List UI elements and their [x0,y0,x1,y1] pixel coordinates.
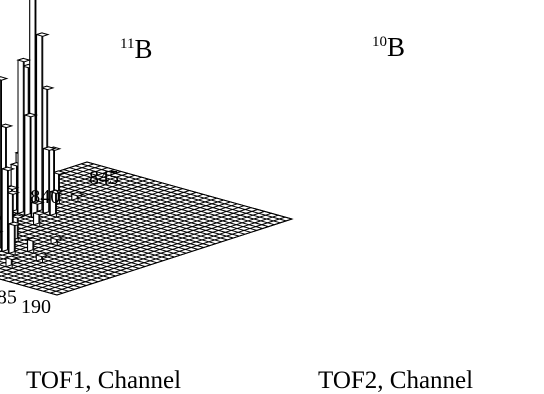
histogram-bar [0,230,4,233]
bar-side-face [1,166,8,253]
histogram-bar [31,210,47,228]
bar-side-face [17,57,24,215]
grid-line-tof2 [28,180,234,239]
grid-line-tof2 [0,215,163,262]
grid-line-tof2 [0,278,58,296]
grid-line-tof2 [0,275,64,294]
bar-side-face [36,32,43,213]
tof1-tick-labels: 190185180175170165160 [0,287,51,319]
grid-line-tof2 [57,171,263,229]
grid-line-tof2 [69,167,275,226]
peak-label-11b-sup: 11 [120,36,134,52]
grid-line-tof2 [86,161,293,220]
x-axis-title: TOF1, Channel [26,367,181,394]
tof2-tick-labels: 825830835840845 [0,167,119,227]
histogram-bar [25,237,41,254]
bar-side-face [8,221,15,255]
peak-label-10b-text: B [387,32,405,62]
grid-line-tof1 [0,167,108,203]
bar-top-face [7,221,23,227]
histogram-bar [4,255,20,270]
bar-top-face [48,189,64,195]
tof2-tick-label: 845 [89,167,119,189]
histogram-bars [0,0,86,270]
grid-line-tof2 [80,163,287,222]
grid-line-tof2 [51,172,257,231]
bar-top-face [23,112,39,118]
histogram-bar [48,189,64,218]
grid-line-tof2 [0,253,99,283]
bar-top-face [49,235,65,241]
tof2-tick-label: 840 [30,186,60,208]
grid-line-tof2 [0,218,158,264]
bar-top-face [29,200,45,205]
grid-line-tof2 [0,271,69,292]
histogram-bar [34,32,50,214]
bar-top-face [41,146,57,151]
tof1-tick-label: 185 [0,287,17,309]
peak-label-10b: 10B [372,32,405,62]
grid-line-tof2 [0,239,122,275]
grid-line-tof2 [0,225,146,267]
histogram-bar [7,221,23,256]
bar-top-face [0,76,9,81]
bar-top-face [31,210,47,216]
bar-top-face [16,57,32,63]
grid-line-tof2 [75,165,281,224]
bar-top-face [70,192,86,197]
bar-top-face [0,123,14,129]
peak-label-10b-sup: 10 [372,34,387,50]
histogram-bar [70,191,86,203]
grid-line-tof2 [0,211,169,260]
grid-line-tof2 [0,264,81,288]
tof2-tick-label: 835 [0,205,2,227]
bar-top-face [5,190,21,195]
y-axis-title: TOF2, Channel [318,367,473,394]
grid-line-tof1 [0,165,101,199]
histogram-bar [16,57,32,216]
grid-line-tof2 [63,169,269,228]
histogram-bar [23,112,39,218]
bar-top-face [0,166,16,172]
grid-line-tof2 [45,174,252,233]
bar-top-face [34,32,50,37]
histogram-bar [34,252,50,264]
histogram-bar [41,146,57,216]
bar-top-face [34,252,50,258]
grid-line-tof2 [0,222,152,266]
bar-top-face [10,214,26,219]
bar-top-face [4,255,20,261]
grid-line-tof2 [33,178,240,237]
grid-line-tof2 [0,257,93,285]
peak-label-11b: 11B [120,34,152,64]
bar-top-face [0,230,4,233]
grid-line-tof2 [0,236,128,273]
grid-line-tof2 [0,260,87,286]
tof1-tick-label: 190 [21,296,51,318]
bar-top-face [25,237,41,242]
grid-line-tof2 [0,268,75,290]
grid-line-tof1 [0,169,115,208]
histogram-bar [49,235,65,247]
histogram-bar [0,76,9,252]
bar-top-face [39,85,55,91]
bar-top-face [51,170,67,175]
histogram-bar [0,166,16,254]
peak-label-11b-text: B [134,34,152,64]
grid-line-tof2 [39,176,246,235]
